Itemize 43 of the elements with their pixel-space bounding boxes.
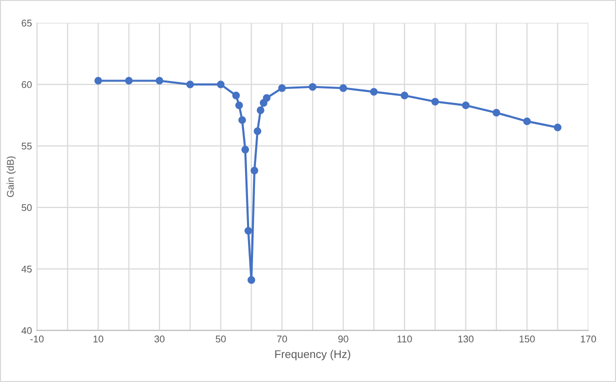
point xyxy=(156,76,164,85)
x-tick-label: 170 xyxy=(580,336,596,342)
y-tick-label: 45 xyxy=(22,266,32,273)
x-tick-label: 150 xyxy=(520,336,535,342)
y-tick-label: 50 xyxy=(22,204,32,212)
x-tick-label: -10 xyxy=(30,336,44,342)
y-tick-label: 40 xyxy=(22,327,32,334)
point xyxy=(125,76,133,85)
x-tick-label: 70 xyxy=(277,336,288,342)
point xyxy=(232,92,240,100)
x-tick-label: 90 xyxy=(338,336,348,342)
point xyxy=(238,116,246,124)
point xyxy=(262,94,270,102)
point xyxy=(241,146,250,154)
x-tick-label: 130 xyxy=(458,336,474,342)
point xyxy=(492,108,500,117)
point xyxy=(431,98,439,106)
point xyxy=(186,80,194,88)
y-tick-label: 55 xyxy=(22,142,32,150)
x-tick-label: 50 xyxy=(216,336,226,342)
point xyxy=(216,80,225,88)
point xyxy=(370,88,378,96)
point xyxy=(278,84,286,92)
point xyxy=(256,106,264,114)
point xyxy=(94,76,102,85)
point xyxy=(339,84,348,92)
x-tick-label: 10 xyxy=(94,336,104,342)
x-tick-label: 110 xyxy=(397,336,412,342)
x-tick-label: 30 xyxy=(154,336,165,342)
y-tick-label: 65 xyxy=(22,20,32,27)
y-axis-title: Gain (dB) xyxy=(6,156,16,197)
point xyxy=(554,124,562,132)
point xyxy=(244,226,252,235)
x-axis-title: Frequency (Hz) xyxy=(275,350,350,360)
point xyxy=(235,102,243,110)
point xyxy=(250,166,258,174)
point xyxy=(400,92,408,100)
point xyxy=(462,102,470,110)
point xyxy=(254,127,262,135)
point xyxy=(523,118,531,126)
y-tick-label: 60 xyxy=(22,81,32,88)
point xyxy=(308,83,316,91)
point xyxy=(248,276,256,284)
